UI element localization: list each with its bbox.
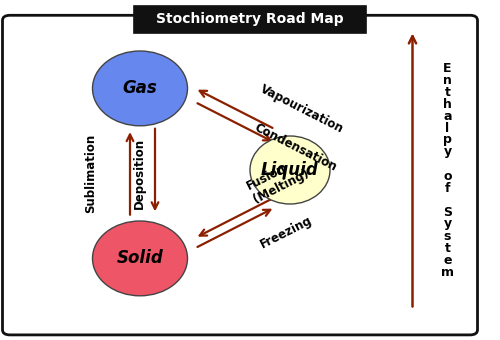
Text: Solid: Solid — [116, 250, 164, 267]
Ellipse shape — [92, 221, 188, 296]
Text: E
n
t
h
a
l
p
y
 
o
f
 
S
y
s
t
e
m: E n t h a l p y o f S y s t e m — [441, 62, 454, 278]
Text: Condensation: Condensation — [252, 121, 338, 173]
FancyBboxPatch shape — [2, 15, 478, 335]
Text: Freezing: Freezing — [258, 214, 314, 251]
Text: Stochiometry Road Map: Stochiometry Road Map — [156, 12, 344, 26]
Text: Vapourization: Vapourization — [258, 82, 346, 135]
Text: Gas: Gas — [122, 80, 158, 97]
Text: Sublimation: Sublimation — [84, 134, 98, 213]
Text: Deposition: Deposition — [132, 138, 145, 209]
Ellipse shape — [92, 51, 188, 126]
Ellipse shape — [250, 136, 330, 204]
Text: Fusion
(Melting): Fusion (Melting) — [245, 153, 312, 206]
FancyBboxPatch shape — [134, 6, 366, 33]
Text: Liquid: Liquid — [261, 161, 319, 179]
